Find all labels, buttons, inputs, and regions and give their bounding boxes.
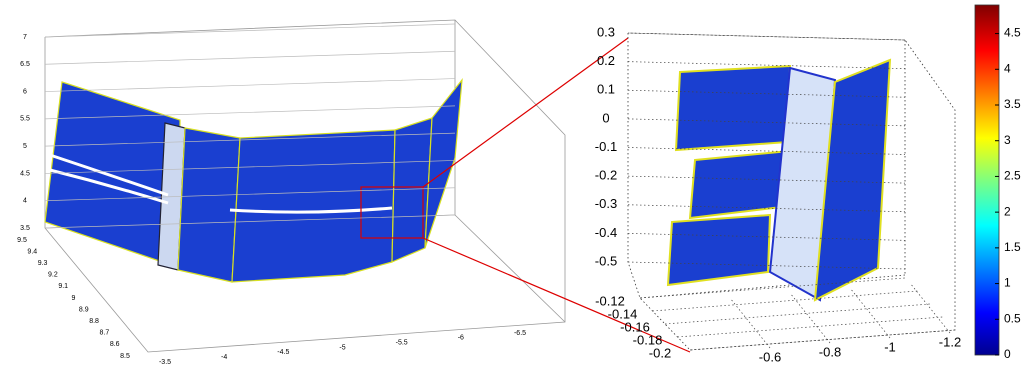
x-tick-label: -6.5 [514,330,526,337]
x-tick-label: -1 [884,339,896,354]
x-tick-label: -5.5 [396,340,408,347]
z-tick-label: 0.2 [597,53,615,68]
x-tick-label: -1.2 [939,334,961,349]
x-tick-label: -5 [339,344,345,351]
y-tick-label: -0.16 [620,319,650,334]
y-tick-label: 9.4 [27,248,37,255]
x-tick-label: -0.8 [819,344,841,359]
z-tick-label: 6 [23,88,27,95]
colorbar-tick-label: 3 [1004,133,1011,147]
colorbar-tick-label: 4.5 [1004,26,1021,40]
right-box [627,32,956,351]
grid-line [44,78,456,92]
z-tick-label: 4 [23,198,27,205]
colorbar-tick-label: 3.5 [1004,97,1021,111]
grid-line [44,214,456,229]
grid-line [664,303,931,325]
y-tick-label: 8.8 [89,318,99,325]
x-tick-label: -6 [458,335,464,342]
grid-line [44,160,456,174]
grid-line [789,292,831,344]
z-tick-label: 0.1 [597,82,615,97]
y-tick-label: 8.7 [100,330,110,337]
grid-line [849,287,891,339]
z-tick-label: 5 [23,143,27,150]
z-tick-label: -0.3 [595,196,617,211]
colorbar-tick-label: 1 [1004,276,1011,290]
y-tick-label: 9.5 [17,237,27,244]
colorbar-tick-label: 2 [1004,204,1011,218]
grid-line [729,297,771,349]
x-tick-label: -4 [221,354,227,361]
z-tick-label: 3.5 [20,225,30,232]
grid-line [44,187,456,202]
colorbar-tick-label: 0 [1004,347,1011,361]
colorbar-tick-label: 4 [1004,61,1011,75]
y-tick-label: 8.6 [110,341,120,348]
left-point-cloud [44,78,463,283]
grid-line [639,277,906,299]
x-tick-label: -0.6 [759,349,781,364]
grid-line [652,290,918,312]
z-tick-label: 7 [23,34,27,41]
y-tick-label: 9.3 [38,260,48,267]
z-tick-label: 0.3 [597,24,615,39]
grid-line [689,329,956,351]
y-tick-label: 9 [72,295,76,302]
y-tick-label: -0.14 [608,306,638,321]
colorbar-tick-label: 0.5 [1004,311,1021,325]
colorbar [974,4,1000,356]
z-tick-label: 4.5 [20,170,30,177]
grid-line [44,105,456,120]
y-tick-label: -0.18 [633,332,663,347]
z-tick-label: -0.2 [595,168,617,183]
zoom-indicator [360,37,691,353]
grid-line [44,23,456,38]
x-tick-label: -4.5 [277,349,289,356]
z-tick-label: 5.5 [20,116,30,123]
grid-line [909,282,951,334]
y-tick-label: -0.12 [595,293,625,308]
y-tick-label: 8.5 [120,353,130,360]
z-tick-label: 0 [602,110,609,125]
colorbar-tick-label: 2.5 [1004,169,1021,183]
right-point-cloud [666,58,892,302]
z-tick-label: -0.4 [595,225,617,240]
grid-line [44,132,456,147]
y-tick-label: -0.2 [649,345,671,360]
grid-line [677,316,943,338]
y-tick-label: 9.2 [48,272,58,279]
z-tick-label: -0.1 [595,139,617,154]
y-tick-label: 9.1 [58,283,68,290]
x-tick-label: -3.5 [159,359,171,366]
y-tick-label: 8.9 [79,306,89,313]
colorbar-tick-label: 1.5 [1004,240,1021,254]
grid-line [44,50,456,65]
z-tick-label: 6.5 [20,61,30,68]
z-tick-label: -0.5 [595,253,617,268]
